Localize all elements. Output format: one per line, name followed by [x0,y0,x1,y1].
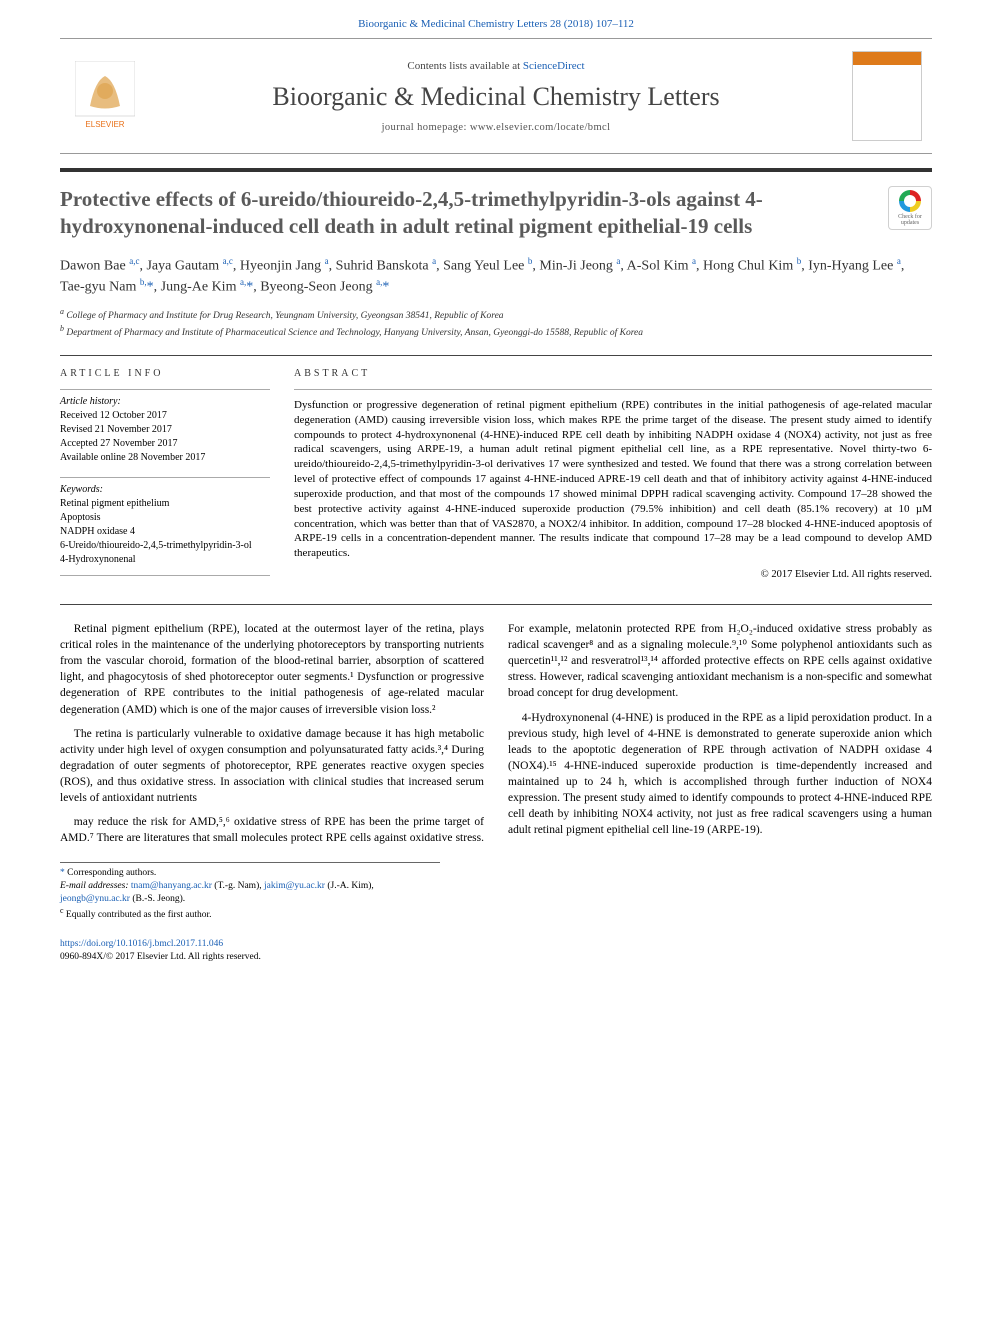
journal-name: Bioorganic & Medicinal Chemistry Letters [150,82,842,112]
history-line: Accepted 27 November 2017 [60,437,270,451]
keyword: NADPH oxidase 4 [60,525,270,539]
contents-prefix: Contents lists available at [407,60,522,72]
body-text: Retinal pigment epithelium (RPE), locate… [60,604,932,846]
article-info-sidebar: ARTICLE INFO Article history: Received 1… [60,368,270,580]
keyword: 4-Hydroxynonenal [60,553,270,567]
journal-cover-icon [852,51,922,141]
body-paragraph-4: 4-Hydroxynonenal (4-HNE) is produced in … [508,710,932,839]
title-block: Check for updates Protective effects of … [60,168,932,341]
svg-text:ELSEVIER: ELSEVIER [85,120,124,129]
keyword: 6-Ureido/thioureido-2,4,5-trimethylpyrid… [60,539,270,553]
email-link[interactable]: tnam@hanyang.ac.kr [131,881,212,891]
sciencedirect-link[interactable]: ScienceDirect [523,60,585,72]
abstract-body: Dysfunction or progressive degeneration … [294,389,932,561]
email-link[interactable]: jeongb@ynu.ac.kr [60,894,130,904]
running-header: Bioorganic & Medicinal Chemistry Letters… [0,0,992,38]
keywords-label: Keywords: [60,477,270,495]
cover-thumbnail-box [842,51,932,141]
contents-available-line: Contents lists available at ScienceDirec… [150,60,842,72]
journal-homepage-line: journal homepage: www.elsevier.com/locat… [150,122,842,133]
corresponding-authors-note: * Corresponding authors. [60,867,440,880]
keyword: Apoptosis [60,511,270,525]
crossmark-badge[interactable]: Check for updates [888,186,932,230]
abstract-copyright: © 2017 Elsevier Ltd. All rights reserved… [294,569,932,580]
article-info-heading: ARTICLE INFO [60,368,270,379]
citation-text: Bioorganic & Medicinal Chemistry Letters… [358,18,634,30]
footer: https://doi.org/10.1016/j.bmcl.2017.11.0… [60,938,932,964]
affiliation-b: b Department of Pharmacy and Institute o… [60,323,932,340]
homepage-url[interactable]: www.elsevier.com/locate/bmcl [470,122,611,133]
masthead-center: Contents lists available at ScienceDirec… [150,60,842,133]
body-paragraph-1: Retinal pigment epithelium (RPE), locate… [60,621,484,718]
email-link[interactable]: jakim@yu.ac.kr [264,881,325,891]
equal-contribution-note: c Equally contributed as the first autho… [60,906,440,922]
abstract-heading: ABSTRACT [294,368,932,379]
email-addresses-line: E-mail addresses: tnam@hanyang.ac.kr (T.… [60,880,440,906]
history-label: Article history: [60,389,270,407]
history-line: Revised 21 November 2017 [60,423,270,437]
affiliations: a College of Pharmacy and Institute for … [60,306,932,341]
doi-link[interactable]: https://doi.org/10.1016/j.bmcl.2017.11.0… [60,939,223,949]
history-line: Received 12 October 2017 [60,409,270,423]
elsevier-logo-icon: ELSEVIER [75,61,135,131]
affiliation-a: a College of Pharmacy and Institute for … [60,306,932,323]
email-label: E-mail addresses: [60,881,129,891]
issn-copyright: 0960-894X/© 2017 Elsevier Ltd. All right… [60,952,261,962]
author-list: Dawon Bae a,c, Jaya Gautam a,c, Hyeonjin… [60,255,932,298]
homepage-prefix: journal homepage: [382,122,470,133]
crossmark-label: Check for updates [889,214,931,226]
keyword: Retinal pigment epithelium [60,497,270,511]
history-line: Available online 28 November 2017 [60,451,270,465]
footnotes: * Corresponding authors. E-mail addresse… [60,862,440,921]
body-paragraph-2: The retina is particularly vulnerable to… [60,726,484,806]
info-abstract-row: ARTICLE INFO Article history: Received 1… [60,355,932,580]
article-title: Protective effects of 6-ureido/thioureid… [60,186,932,241]
publisher-logo-box: ELSEVIER [60,61,150,131]
abstract-column: ABSTRACT Dysfunction or progressive dege… [294,368,932,580]
journal-masthead: ELSEVIER Contents lists available at Sci… [60,38,932,154]
crossmark-icon [899,190,921,212]
